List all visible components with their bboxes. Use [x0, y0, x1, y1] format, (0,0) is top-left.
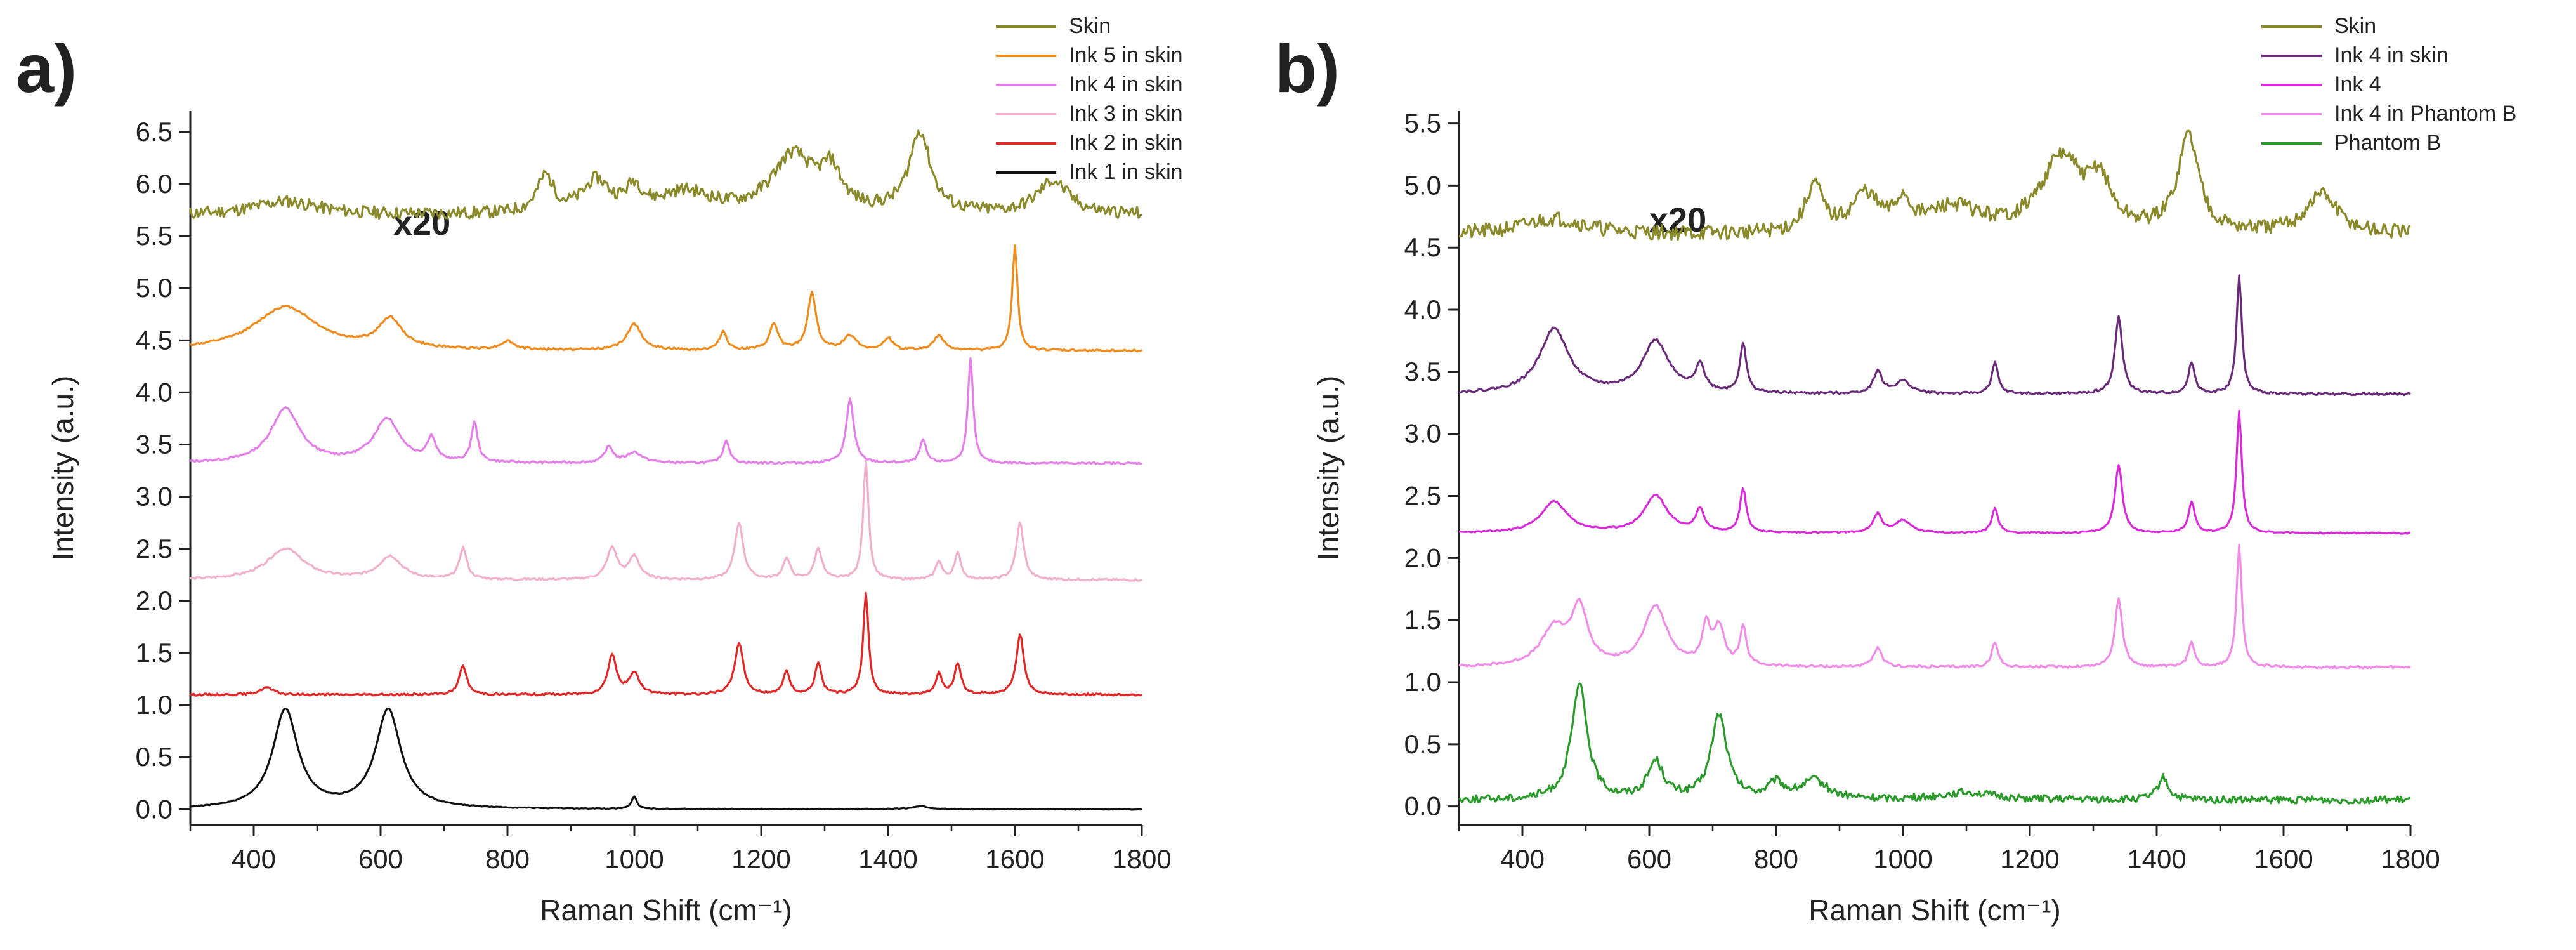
x-axis-title: Raman Shift (cm⁻¹): [1808, 894, 2060, 927]
x-tick-label: 400: [1500, 844, 1545, 874]
x-tick-label: 1000: [1873, 844, 1932, 874]
y-tick-label: 0.0: [1404, 791, 1441, 821]
x-tick-label: 400: [232, 844, 276, 874]
panel-label: a): [16, 30, 77, 107]
x-tick-label: 800: [1754, 844, 1798, 874]
legend-entry: Ink 3 in skin: [1069, 102, 1183, 126]
x-tick-label: 1400: [858, 844, 917, 874]
x-tick-label: 1200: [731, 844, 790, 874]
y-tick-label: 2.0: [136, 586, 173, 616]
y-tick-label: 2.0: [1404, 543, 1441, 572]
x-tick-label: 600: [358, 844, 403, 874]
legend-entry: Phantom B: [2334, 131, 2441, 155]
y-tick-label: 2.5: [1404, 481, 1441, 511]
y-axis-title: Intensity (a.u.): [1312, 376, 1345, 560]
legend-entry: Ink 1 in skin: [1069, 160, 1183, 184]
x-tick-label: 1800: [2381, 844, 2440, 874]
y-tick-label: 1.5: [1404, 605, 1441, 635]
y-tick-label: 5.5: [136, 221, 173, 251]
figure: a) 400 600 800 1000 1200 1400 1600 1800 0.0 0.5 1.0…: [0, 0, 2576, 950]
y-tick-label: 0.5: [136, 742, 173, 772]
legend-entry: Ink 4 in Phantom B: [2334, 102, 2516, 126]
y-tick-label: 3.0: [136, 482, 173, 511]
y-tick-label: 2.5: [136, 534, 173, 564]
y-tick-label: 4.0: [1404, 294, 1441, 324]
y-tick-label: 0.0: [136, 794, 173, 824]
y-tick-label: 4.0: [136, 377, 173, 407]
legend-entry: Skin: [1069, 14, 1111, 38]
y-tick-label: 5.0: [136, 273, 173, 303]
y-tick-label: 3.5: [136, 430, 173, 459]
y-tick-label: 4.5: [1404, 232, 1441, 262]
legend-entry: Ink 2 in skin: [1069, 131, 1183, 155]
legend-entry: Ink 4: [2334, 72, 2381, 96]
y-tick-label: 5.5: [1404, 109, 1441, 138]
y-tick-label: 6.5: [136, 117, 173, 147]
x-tick-label: 1600: [985, 844, 1044, 874]
legend-entry: Ink 4 in skin: [1069, 72, 1183, 96]
x-tick-label: 600: [1627, 844, 1671, 874]
legend-entry: Ink 5 in skin: [1069, 43, 1183, 67]
legend-entry: Skin: [2334, 14, 2376, 38]
figure-background: [0, 0, 2576, 950]
x-tick-label: 1000: [605, 844, 664, 874]
x-tick-label: 800: [485, 844, 530, 874]
y-tick-label: 5.0: [1404, 170, 1441, 200]
y-axis-title: Intensity (a.u.): [46, 376, 79, 560]
x-tick-label: 1200: [2000, 844, 2059, 874]
y-tick-label: 6.0: [136, 169, 173, 199]
x-tick-label: 1400: [2127, 844, 2186, 874]
y-tick-label: 1.5: [136, 638, 173, 668]
y-tick-label: 0.5: [1404, 729, 1441, 759]
y-tick-label: 1.0: [136, 690, 173, 720]
x-tick-label: 1600: [2254, 844, 2313, 874]
y-tick-label: 3.0: [1404, 419, 1441, 449]
y-tick-label: 3.5: [1404, 357, 1441, 386]
x-tick-label: 1800: [1112, 844, 1171, 874]
legend-entry: Ink 4 in skin: [2334, 43, 2449, 67]
x-axis-title: Raman Shift (cm⁻¹): [540, 894, 792, 927]
panel-label: b): [1275, 30, 1340, 107]
y-tick-label: 4.5: [136, 325, 173, 355]
y-tick-label: 1.0: [1404, 667, 1441, 697]
